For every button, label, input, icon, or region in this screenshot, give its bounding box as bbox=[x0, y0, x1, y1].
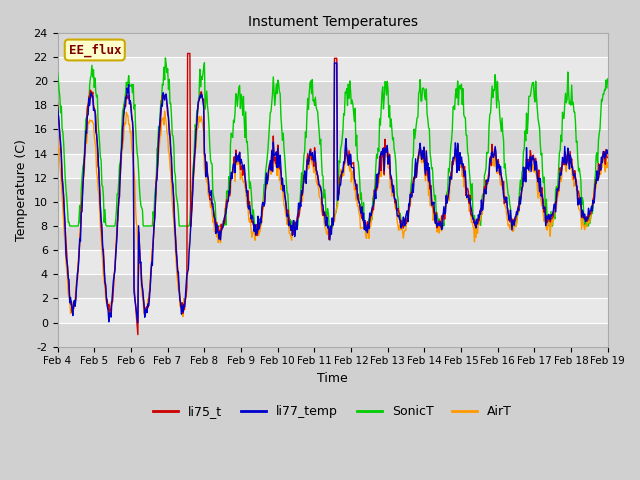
AirT bbox=[207, 204, 214, 210]
Bar bbox=[58, 226, 607, 250]
AirT bbox=[417, 156, 425, 162]
Title: Instument Temperatures: Instument Temperatures bbox=[248, 15, 417, 29]
li77_temp bbox=[331, 60, 339, 66]
li75_t bbox=[134, 332, 141, 337]
Line: SonicT: SonicT bbox=[58, 58, 607, 226]
Bar bbox=[58, 274, 607, 299]
Line: li77_temp: li77_temp bbox=[58, 63, 607, 323]
li77_temp bbox=[417, 152, 425, 157]
li75_t bbox=[54, 100, 61, 106]
AirT bbox=[604, 160, 611, 166]
li77_temp bbox=[604, 151, 611, 156]
AirT bbox=[54, 139, 61, 144]
AirT bbox=[120, 125, 128, 131]
li75_t bbox=[120, 109, 128, 115]
li75_t bbox=[184, 50, 191, 56]
SonicT bbox=[121, 97, 129, 103]
Text: EE_flux: EE_flux bbox=[68, 43, 121, 57]
X-axis label: Time: Time bbox=[317, 372, 348, 385]
AirT bbox=[401, 228, 409, 233]
SonicT bbox=[161, 55, 169, 61]
Line: AirT: AirT bbox=[58, 111, 607, 316]
li75_t bbox=[401, 216, 409, 221]
Line: li75_t: li75_t bbox=[58, 53, 607, 335]
SonicT bbox=[604, 76, 611, 82]
AirT bbox=[63, 274, 71, 279]
SonicT bbox=[207, 157, 214, 163]
li77_temp bbox=[401, 223, 409, 228]
SonicT bbox=[63, 206, 71, 212]
Bar bbox=[58, 81, 607, 105]
Legend: li75_t, li77_temp, SonicT, AirT: li75_t, li77_temp, SonicT, AirT bbox=[148, 400, 517, 423]
li77_temp bbox=[63, 263, 71, 268]
li77_temp bbox=[54, 104, 61, 109]
Bar bbox=[58, 130, 607, 154]
li75_t bbox=[417, 148, 425, 154]
AirT bbox=[161, 108, 168, 114]
SonicT bbox=[178, 223, 186, 229]
li75_t bbox=[604, 155, 611, 160]
SonicT bbox=[417, 98, 425, 104]
li77_temp bbox=[120, 107, 128, 112]
li77_temp bbox=[206, 191, 214, 196]
SonicT bbox=[54, 70, 61, 75]
Bar bbox=[58, 323, 607, 347]
Bar bbox=[58, 178, 607, 202]
Y-axis label: Temperature (C): Temperature (C) bbox=[15, 139, 28, 241]
li75_t bbox=[63, 264, 71, 269]
li77_temp bbox=[177, 300, 184, 306]
li75_t bbox=[207, 196, 214, 202]
SonicT bbox=[401, 223, 409, 229]
li77_temp bbox=[134, 320, 141, 325]
AirT bbox=[177, 300, 184, 306]
Bar bbox=[58, 33, 607, 57]
AirT bbox=[179, 313, 187, 319]
li75_t bbox=[177, 302, 184, 308]
SonicT bbox=[66, 223, 74, 229]
